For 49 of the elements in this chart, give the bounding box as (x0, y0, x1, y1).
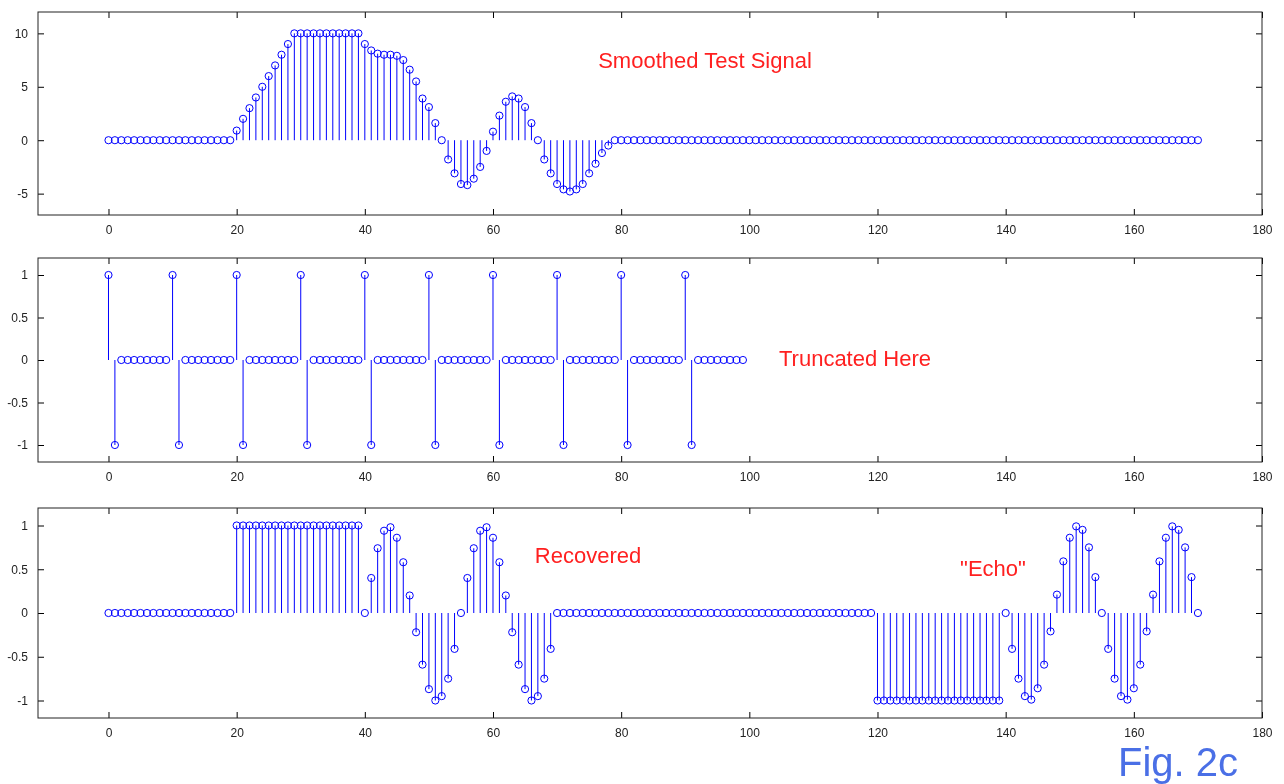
x-tick-label: 140 (996, 725, 1017, 740)
y-tick-label: 5 (21, 80, 29, 95)
x-tick-label: 60 (486, 469, 501, 484)
y-tick-label: -5 (17, 186, 29, 201)
caption: Fig. 2c (1117, 740, 1239, 784)
x-tick-label: 40 (358, 469, 373, 484)
x-tick-label: 180 (1252, 469, 1273, 484)
x-tick-label: 80 (614, 469, 629, 484)
x-tick-label: 0 (105, 469, 113, 484)
y-tick-label: 1 (21, 268, 29, 283)
y-tick-label: -1 (17, 438, 29, 453)
x-tick-label: 140 (996, 469, 1017, 484)
x-tick-label: 80 (614, 725, 629, 740)
x-tick-label: 20 (230, 469, 245, 484)
x-tick-label: 180 (1252, 725, 1273, 740)
x-tick-label: 100 (739, 222, 761, 237)
annotation: Smoothed Test Signal (598, 48, 812, 73)
x-tick-label: 120 (867, 222, 889, 237)
y-tick-label: -1 (17, 693, 29, 708)
x-tick-label: 160 (1124, 469, 1145, 484)
annotation: Truncated Here (778, 346, 932, 371)
y-tick-label: 0 (21, 353, 29, 368)
y-tick-label: -0.5 (7, 395, 29, 410)
x-tick-label: 160 (1124, 725, 1145, 740)
y-tick-label: 0.5 (11, 310, 29, 325)
x-tick-label: 20 (230, 222, 245, 237)
y-tick-label: -0.5 (7, 650, 29, 665)
x-tick-label: 120 (867, 469, 889, 484)
x-tick-label: 120 (867, 725, 889, 740)
annotation: Recovered (534, 543, 642, 568)
x-tick-label: 80 (614, 222, 629, 237)
x-tick-label: 180 (1252, 222, 1273, 237)
x-tick-label: 0 (105, 725, 113, 740)
x-tick-label: 60 (486, 725, 501, 740)
y-tick-label: 10 (14, 26, 29, 41)
x-tick-label: 60 (486, 222, 501, 237)
x-tick-label: 140 (996, 222, 1017, 237)
x-tick-label: 160 (1124, 222, 1145, 237)
y-tick-label: 1 (21, 518, 29, 533)
x-tick-label: 40 (358, 725, 373, 740)
y-tick-label: 0 (21, 133, 29, 148)
x-tick-label: 0 (105, 222, 113, 237)
x-tick-label: 100 (739, 725, 761, 740)
x-tick-label: 40 (358, 222, 373, 237)
annotation: "Echo" (960, 556, 1026, 581)
y-tick-label: 0.5 (11, 562, 29, 577)
y-tick-label: 0 (21, 606, 29, 621)
x-tick-label: 100 (739, 469, 761, 484)
x-tick-label: 20 (230, 725, 245, 740)
